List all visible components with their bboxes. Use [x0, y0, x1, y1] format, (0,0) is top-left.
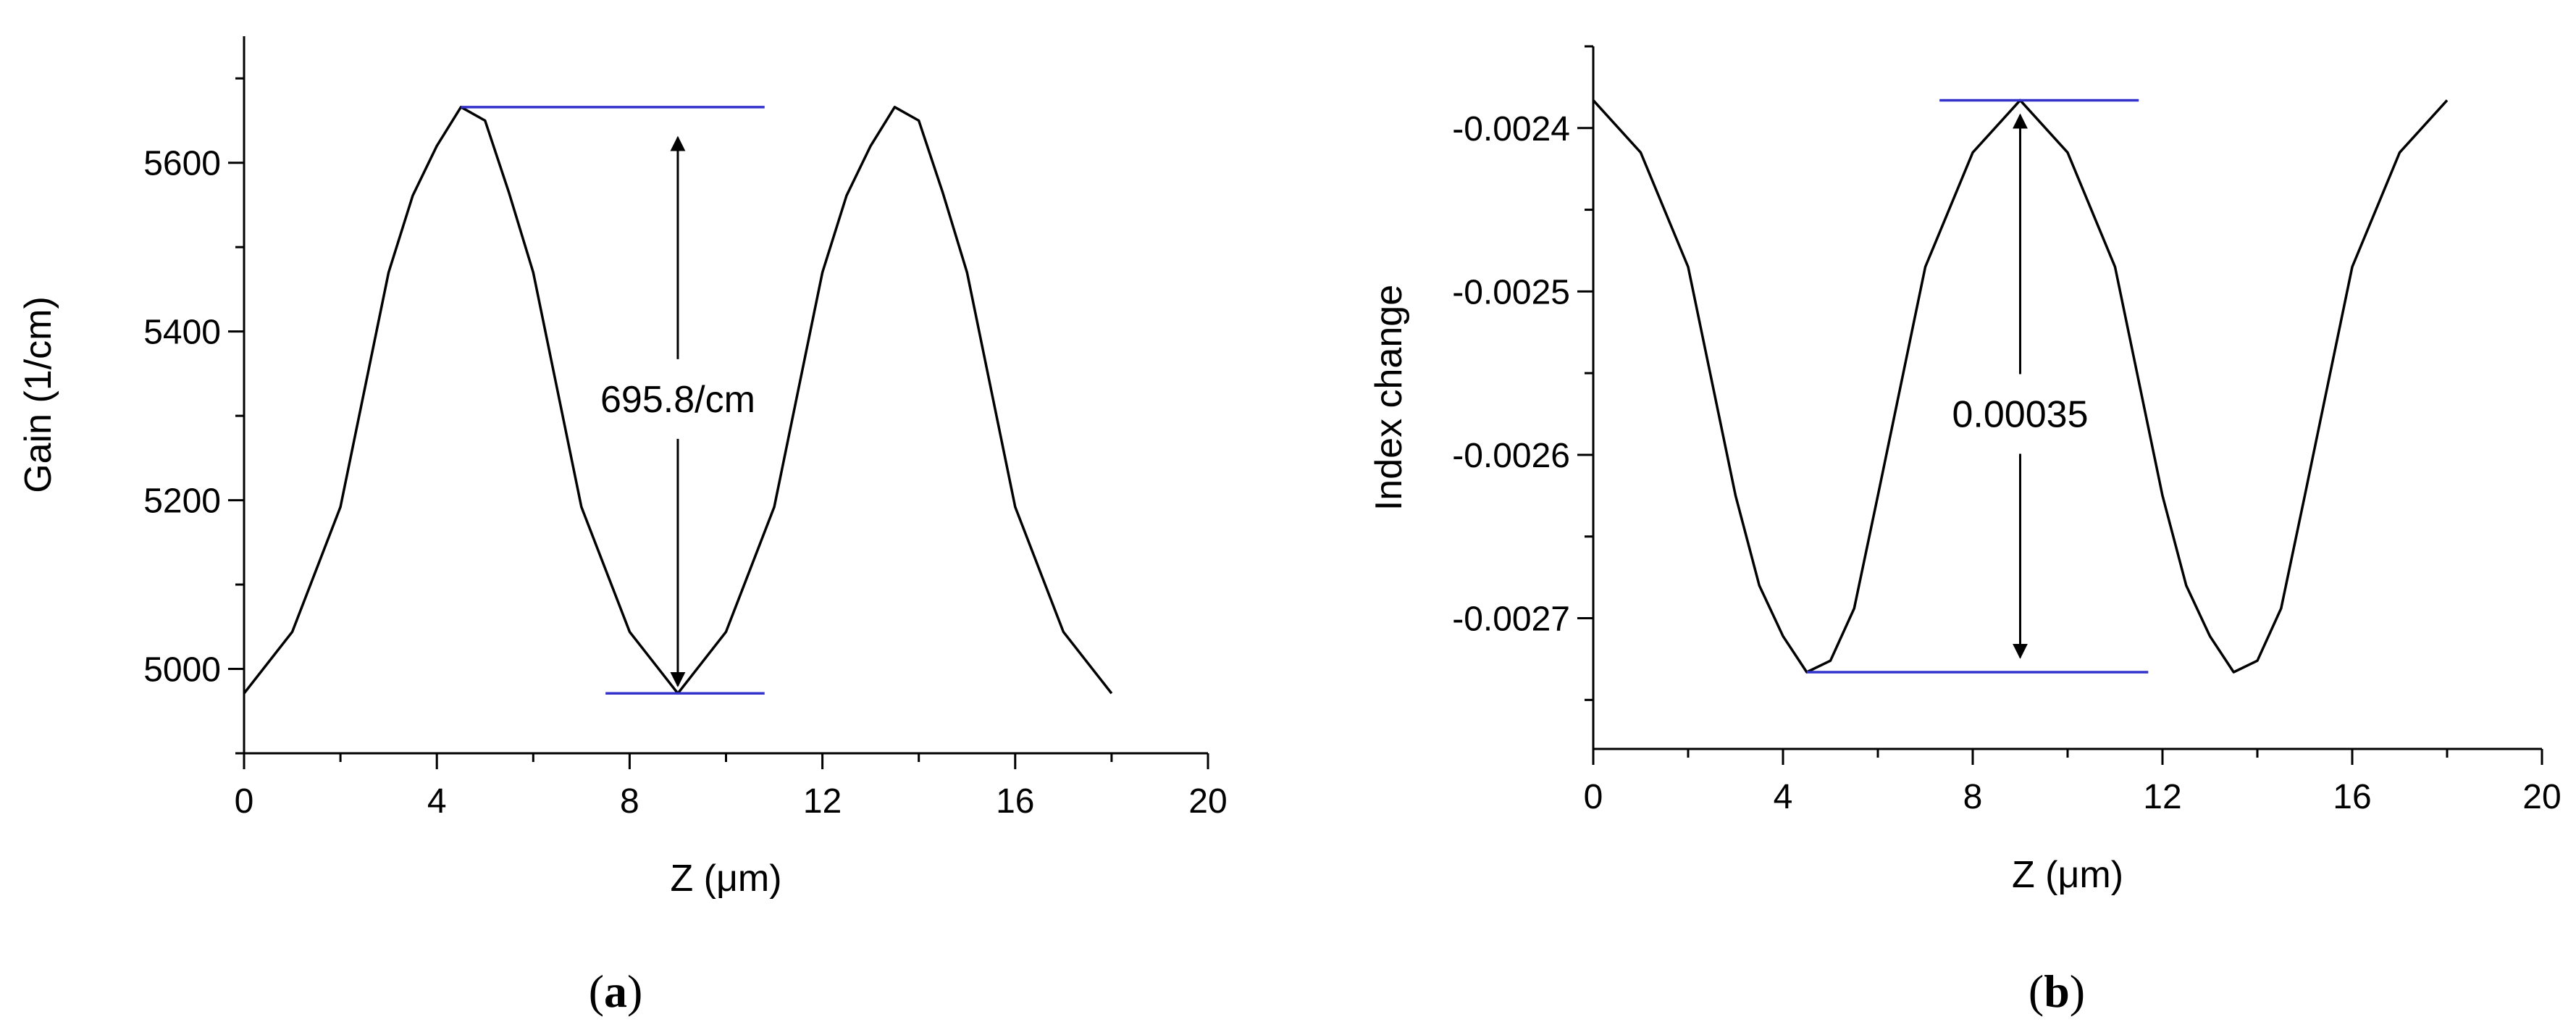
- x-tick-label-a: 16: [996, 782, 1034, 821]
- panel-label-b: (b): [2029, 966, 2085, 1017]
- x-ticks-a: 0 4 8 12 16 20: [235, 753, 1228, 821]
- x-tick-label-a: 8: [620, 782, 639, 821]
- reference-lines-b: [1806, 99, 2149, 674]
- x-tick-label-a: 20: [1188, 782, 1227, 821]
- x-tick-label-a: 12: [803, 782, 842, 821]
- y-tick-label-a: 5000: [143, 651, 221, 690]
- x-tick-label-b: 12: [2143, 778, 2181, 816]
- x-tick-label-a: 0: [235, 782, 254, 821]
- x-axis-title-b: Z (μm): [2012, 854, 2123, 896]
- x-tick-label-b: 20: [2522, 778, 2561, 816]
- y-axis-title-b: Index change: [1368, 285, 1410, 511]
- annotation-b: 0.00035: [1952, 394, 2089, 436]
- y-tick-label-a: 5200: [143, 482, 221, 521]
- x-tick-label-b: 4: [1774, 778, 1793, 816]
- x-axis-title-a: Z (μm): [670, 858, 781, 900]
- y-tick-label-a: 5600: [143, 145, 221, 183]
- chart-panel-a: 0 4 8 12 16 20 5000 5200 5400 5600 Z (μm) Gain (…: [17, 36, 1228, 1017]
- panel-label-a: (a): [589, 966, 643, 1017]
- y-tick-label-a: 5400: [143, 314, 221, 352]
- y-axis-title-a: Gain (1/cm): [17, 296, 59, 493]
- chart-panel-b: 0 4 8 12 16 20 -0.0024 -0.0025 -0.0026 -0.0027 Z…: [1368, 45, 2562, 1017]
- x-tick-label-b: 16: [2333, 778, 2371, 816]
- x-tick-label-a: 4: [427, 782, 447, 821]
- y-tick-label-b: -0.0027: [1452, 600, 1570, 639]
- annotation-a: 695.8/cm: [600, 379, 755, 421]
- x-ticks-b: 0 4 8 12 16 20: [1584, 749, 2562, 816]
- y-tick-label-b: -0.0026: [1452, 437, 1570, 475]
- reference-lines-a: [461, 106, 765, 695]
- y-tick-label-b: -0.0024: [1452, 110, 1570, 148]
- y-ticks-b: -0.0024 -0.0025 -0.0026 -0.0027: [1452, 45, 1593, 701]
- x-tick-label-b: 8: [1963, 778, 1983, 816]
- y-tick-label-b: -0.0025: [1452, 273, 1570, 311]
- y-ticks-a: 5000 5200 5400 5600: [143, 77, 244, 755]
- x-tick-label-b: 0: [1584, 778, 1603, 816]
